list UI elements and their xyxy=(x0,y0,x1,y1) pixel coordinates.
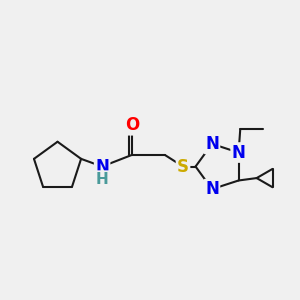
Text: H: H xyxy=(96,172,109,187)
Text: N: N xyxy=(232,143,245,161)
Text: O: O xyxy=(125,116,139,134)
Text: S: S xyxy=(177,158,189,175)
Text: N: N xyxy=(205,180,219,198)
Text: N: N xyxy=(205,135,219,153)
Text: N: N xyxy=(95,158,109,175)
